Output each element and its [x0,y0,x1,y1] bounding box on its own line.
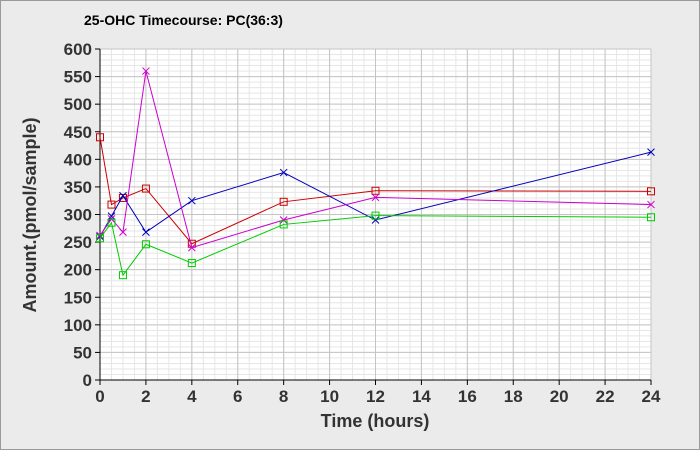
data-point-square [118,193,127,202]
data-point-square [279,220,288,229]
data-point-x [371,193,380,202]
data-point-x [119,228,127,237]
x-tick-label: 18 [504,387,523,406]
y-tick-label: 450 [64,123,92,142]
data-point-square [371,186,380,195]
data-point-x [119,191,127,200]
data-point-square [107,200,116,209]
y-tick-label: 500 [64,95,92,114]
axes [95,49,651,385]
data-point-square [279,197,288,206]
y-axis-label: Amount.(pmol/sample) [20,117,40,312]
data-point-x [647,200,655,209]
data-point-x [187,243,196,252]
x-tick-label: 12 [366,387,385,406]
x-tick-label: 8 [279,387,288,406]
x-tick-label: 24 [642,387,661,406]
data-point-square [141,240,150,249]
series-layer [96,67,655,280]
data-point-x [279,216,288,224]
chart-title: 25-OHC Timecourse: PC(36:3) [84,12,283,28]
data-point-square [107,218,116,227]
x-tick-label: 14 [412,387,431,406]
y-tick-label: 550 [64,68,92,87]
data-point-x [107,212,116,221]
data-point-x [187,196,196,205]
x-axis-label: Time (hours) [321,411,430,431]
data-point-square [118,271,127,280]
y-tick-label: 200 [64,261,92,280]
data-point-square [647,213,655,222]
x-tick-label: 22 [596,387,615,406]
y-tick-label: 350 [64,178,92,197]
y-tick-label: 250 [64,233,92,252]
data-point-square [371,211,380,220]
data-point-square [141,184,150,193]
y-tick-label: 100 [64,316,92,335]
x-tick-label: 4 [187,387,197,406]
data-point-x [142,228,150,237]
y-tick-label: 150 [64,288,92,307]
y-tick-label: 300 [64,206,92,225]
data-point-square [96,133,104,142]
series-3 [96,67,655,252]
x-tick-label: 16 [458,387,477,406]
series-4 [96,211,655,280]
data-point-square [647,187,655,196]
data-point-x [647,148,655,157]
series-line [99,151,652,237]
data-point-square [96,234,104,243]
data-point-x [96,231,104,240]
x-tick-label: 0 [95,387,104,406]
y-tick-label: 0 [83,371,92,390]
y-tick-label: 400 [64,150,92,169]
data-point-square [187,259,196,268]
major-grid [99,48,652,381]
data-point-x [142,67,150,75]
x-tick-label: 20 [550,387,569,406]
y-tick-label: 600 [64,40,92,59]
data-point-x [371,216,380,224]
series-2 [96,148,655,241]
x-tick-label: 6 [233,387,242,406]
y-tick-label: 50 [73,343,92,362]
series-line [99,215,652,277]
x-tick-label: 10 [320,387,339,406]
data-point-x [279,168,288,177]
y-tick-labels: 0 50 100 150 200 250 300 350 400 450 500 550 600 [64,40,100,390]
x-tick-label: 2 [141,387,150,406]
x-tick-labels: 0 2 4 6 8 10 12 14 16 18 20 22 24 [95,380,661,406]
